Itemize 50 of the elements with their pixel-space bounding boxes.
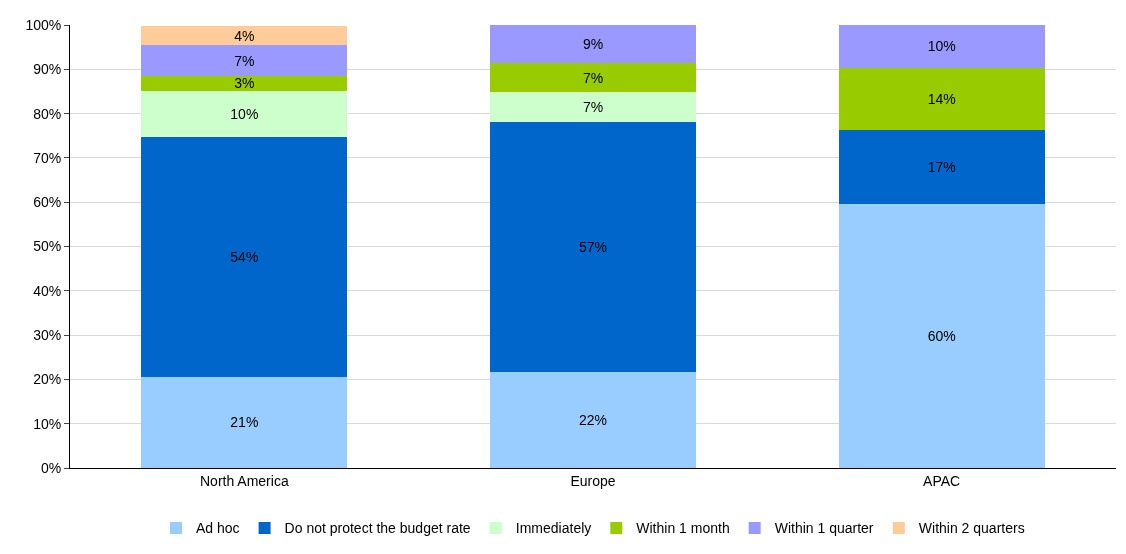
data-label: 54% bbox=[230, 248, 259, 265]
bar bbox=[141, 45, 348, 76]
bar bbox=[141, 376, 348, 468]
data-label: 7% bbox=[582, 69, 604, 86]
x-tick-label: APAC bbox=[923, 472, 961, 489]
bar bbox=[838, 203, 1045, 468]
legend-label: Ad hoc bbox=[196, 520, 240, 537]
bar bbox=[141, 90, 348, 137]
legend-label: Within 2 quarters bbox=[918, 520, 1025, 537]
y-tick-label: 70% bbox=[33, 149, 62, 166]
bar bbox=[838, 67, 1045, 130]
legend-label: Within 1 month bbox=[636, 520, 730, 537]
y-tick-label: 50% bbox=[33, 238, 62, 255]
bar bbox=[141, 25, 348, 46]
y-tick-label: 40% bbox=[33, 282, 62, 299]
y-tick-label: 0% bbox=[40, 459, 62, 476]
y-tick-label: 60% bbox=[33, 194, 62, 211]
data-label: 3% bbox=[234, 75, 255, 92]
data-label: 4% bbox=[234, 27, 255, 44]
data-label: 10% bbox=[927, 38, 956, 55]
legend-label: Do not protect the budget rate bbox=[284, 520, 471, 537]
data-label: 10% bbox=[230, 105, 259, 122]
bar bbox=[490, 121, 696, 373]
data-label: 7% bbox=[582, 98, 604, 115]
y-tick-label: 30% bbox=[33, 327, 62, 343]
y-tick-label: 20% bbox=[33, 371, 62, 388]
bar bbox=[838, 25, 1045, 68]
legend-label: Within 1 quarter bbox=[774, 520, 874, 537]
x-tick-label: Europe bbox=[570, 472, 616, 489]
data-label: 22% bbox=[578, 412, 608, 429]
bar bbox=[490, 25, 696, 64]
data-label: 9% bbox=[582, 36, 604, 53]
y-tick-label: 80% bbox=[33, 105, 62, 122]
data-label: 14% bbox=[927, 90, 956, 107]
x-tick-label: North America bbox=[199, 472, 289, 489]
legend-label: Immediately bbox=[515, 520, 592, 537]
bar bbox=[490, 63, 696, 93]
bar bbox=[141, 136, 348, 377]
data-label: 57% bbox=[578, 238, 608, 255]
bar bbox=[838, 129, 1045, 204]
y-tick-label: 100% bbox=[25, 16, 62, 33]
data-label: 7% bbox=[234, 52, 255, 69]
bar bbox=[490, 372, 696, 468]
data-label: 17% bbox=[927, 158, 956, 175]
y-tick-label: 90% bbox=[33, 61, 62, 78]
data-label: 21% bbox=[230, 414, 259, 431]
data-label: 60% bbox=[927, 327, 956, 344]
y-tick-label: 10% bbox=[33, 415, 62, 432]
bar bbox=[490, 92, 696, 122]
bar bbox=[141, 75, 348, 91]
